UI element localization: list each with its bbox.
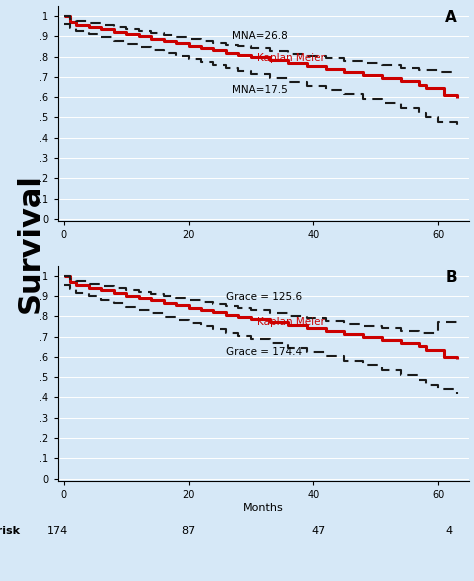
- Text: MNA=26.8: MNA=26.8: [232, 31, 288, 41]
- Text: Survival: Survival: [16, 173, 45, 313]
- Text: 174: 174: [47, 526, 68, 536]
- Text: 4: 4: [446, 526, 453, 536]
- Text: 47: 47: [312, 526, 326, 536]
- Text: Grace = 174.4: Grace = 174.4: [226, 347, 302, 357]
- Text: B: B: [445, 270, 457, 285]
- Text: At risk: At risk: [0, 526, 20, 536]
- Text: Grace = 125.6: Grace = 125.6: [226, 292, 302, 303]
- X-axis label: Months: Months: [243, 503, 284, 512]
- Text: 87: 87: [181, 526, 195, 536]
- Text: Kaplan Meier: Kaplan Meier: [257, 317, 325, 327]
- Text: MNA=17.5: MNA=17.5: [232, 85, 288, 95]
- Text: Kaplan Meier: Kaplan Meier: [257, 53, 325, 63]
- Text: A: A: [445, 10, 457, 25]
